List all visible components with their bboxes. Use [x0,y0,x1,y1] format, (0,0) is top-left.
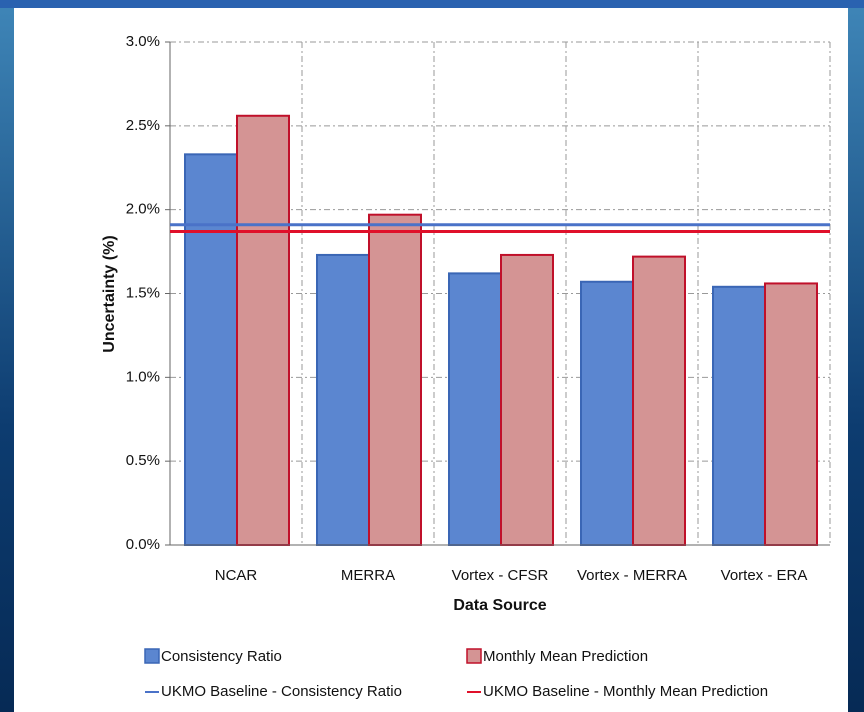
x-tick-label: NCAR [215,567,258,584]
bar [316,253,370,546]
x-tick-label: Vortex - ERA [721,567,808,584]
y-tick-label: 3.0% [126,33,160,50]
x-tick-label: MERRA [341,567,395,584]
bar [764,282,818,546]
legend-swatch [144,648,160,664]
legend-label: UKMO Baseline - Monthly Mean Prediction [483,683,768,700]
bar [236,114,290,546]
bar [448,272,502,546]
x-axis-title: Data Source [453,597,546,614]
bar [632,255,686,546]
legend-label: UKMO Baseline - Consistency Ratio [161,683,402,700]
y-tick-label: 0.0% [126,536,160,553]
bar [712,285,766,546]
y-tick-label: 0.5% [126,452,160,469]
bar [368,213,422,547]
legend-label: Monthly Mean Prediction [483,648,648,665]
bar [580,280,634,546]
bar [184,153,238,546]
bar [500,253,554,546]
y-tick-label: 1.0% [126,368,160,385]
y-tick-label: 1.5% [126,284,160,301]
y-axis-title: Uncertainty (%) [101,235,118,352]
x-tick-label: Vortex - MERRA [577,567,687,584]
legend-swatch [466,648,482,664]
legend-label: Consistency Ratio [161,648,282,665]
x-tick-label: Vortex - CFSR [452,567,549,584]
y-tick-label: 2.5% [126,117,160,134]
y-tick-label: 2.0% [126,201,160,218]
top-bar [0,0,864,8]
